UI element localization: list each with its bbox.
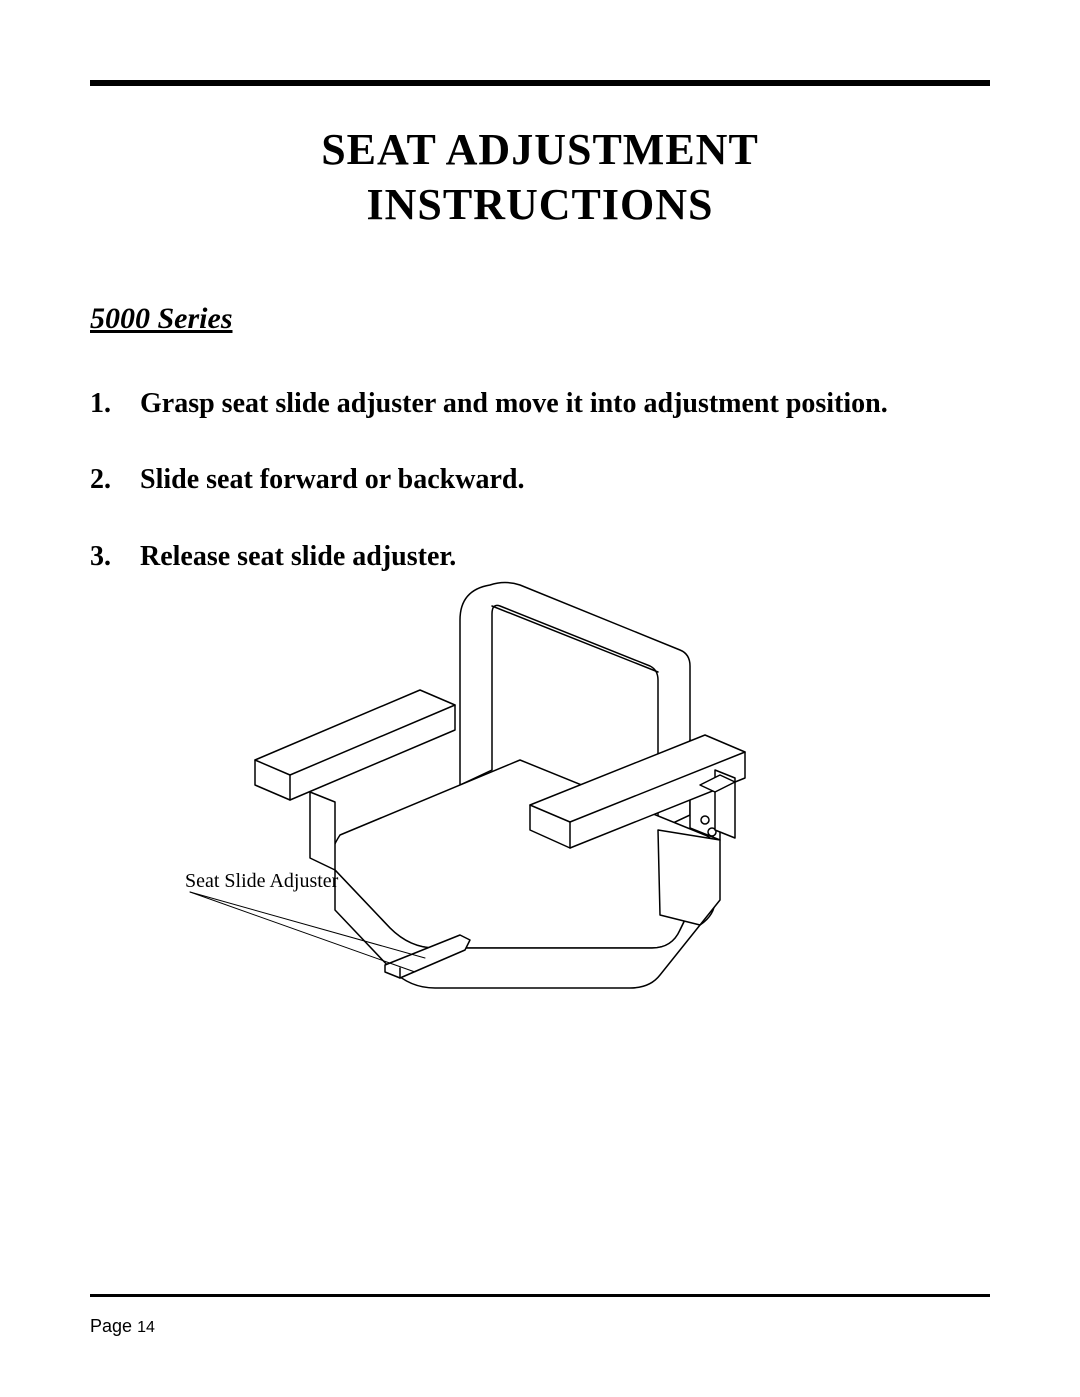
page-title: SEAT ADJUSTMENT INSTRUCTIONS	[90, 122, 990, 232]
page: SEAT ADJUSTMENT INSTRUCTIONS 5000 Series…	[0, 0, 1080, 1397]
step-item: 1. Grasp seat slide adjuster and move it…	[90, 386, 990, 422]
page-num-value: 14	[137, 1319, 155, 1336]
seat-svg	[160, 570, 920, 1050]
step-text: Slide seat forward or backward.	[140, 462, 990, 498]
series-subtitle: 5000 Series	[90, 302, 990, 336]
step-number: 2.	[90, 462, 140, 498]
title-line-2: INSTRUCTIONS	[90, 177, 990, 232]
step-item: 2. Slide seat forward or backward.	[90, 462, 990, 498]
title-line-1: SEAT ADJUSTMENT	[90, 122, 990, 177]
top-rule	[90, 80, 990, 86]
page-number: Page 14	[90, 1316, 155, 1337]
callout-label: Seat Slide Adjuster	[185, 870, 338, 893]
steps-list: 1. Grasp seat slide adjuster and move it…	[90, 386, 990, 575]
bottom-rule	[90, 1294, 990, 1297]
seat-figure	[160, 570, 920, 1050]
step-number: 3.	[90, 539, 140, 575]
step-number: 1.	[90, 386, 140, 422]
page-label: Page	[90, 1316, 132, 1336]
step-text: Grasp seat slide adjuster and move it in…	[140, 386, 990, 422]
